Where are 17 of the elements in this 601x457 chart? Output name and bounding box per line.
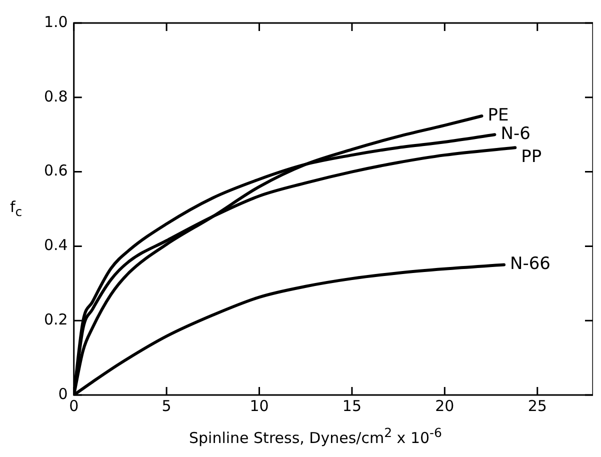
x-tick-label: 25 — [528, 396, 547, 415]
x-tick-label: 10 — [250, 396, 269, 415]
y-tick-label: 0.8 — [44, 87, 68, 106]
x-tick-label: 15 — [342, 396, 362, 415]
x-axis-title: Spinline Stress, Dynes/cm$^{2}$ x 10$^{-6}$ — [188, 425, 443, 447]
series-label: PE — [488, 105, 509, 126]
x-tick-label: 20 — [435, 396, 454, 415]
y-tick-label: 0.4 — [44, 236, 68, 254]
x-tick-label: 5 — [162, 396, 172, 415]
y-tick-label: 0.2 — [44, 310, 68, 328]
y-tick-label: 0.6 — [44, 162, 68, 180]
y-axis-title: f$_{c}$ — [10, 198, 22, 219]
series-label: PP — [521, 147, 542, 168]
series-label: N-6 — [500, 124, 530, 144]
y-tick-label: 0 — [58, 384, 68, 403]
y-tick-label: 1.0 — [44, 12, 68, 31]
series-label: N-66 — [510, 254, 550, 274]
